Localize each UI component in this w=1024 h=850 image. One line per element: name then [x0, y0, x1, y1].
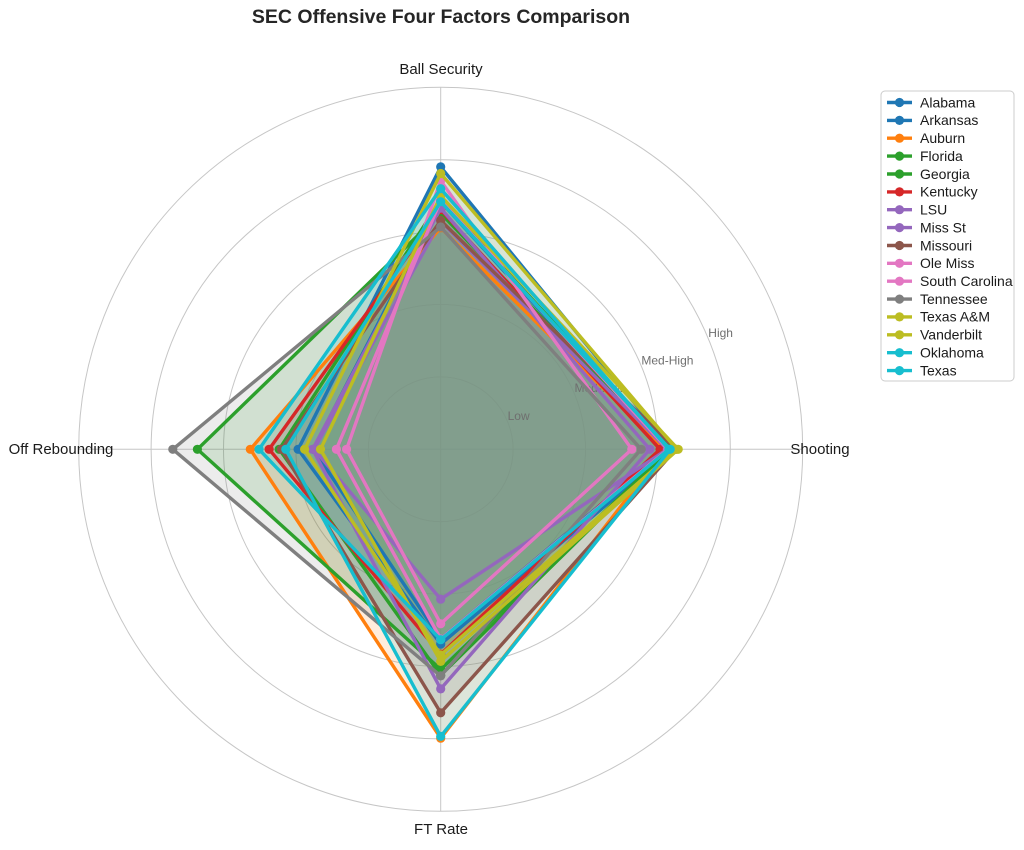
- svg-text:SEC Offensive Four Factors Com: SEC Offensive Four Factors Comparison: [252, 6, 630, 28]
- svg-text:Ball Security: Ball Security: [399, 61, 483, 78]
- svg-text:High: High: [708, 326, 733, 340]
- svg-text:Shooting: Shooting: [790, 441, 849, 458]
- svg-text:LSU: LSU: [920, 202, 947, 218]
- svg-text:Vanderbilt: Vanderbilt: [920, 327, 982, 343]
- svg-text:Off Rebounding: Off Rebounding: [9, 441, 114, 458]
- svg-text:Arkansas: Arkansas: [920, 112, 978, 128]
- svg-text:Oklahoma: Oklahoma: [920, 345, 984, 361]
- svg-text:Auburn: Auburn: [920, 130, 965, 146]
- svg-text:Alabama: Alabama: [920, 94, 975, 110]
- svg-text:FT Rate: FT Rate: [414, 821, 468, 838]
- svg-text:Missouri: Missouri: [920, 237, 972, 253]
- svg-text:Texas A&M: Texas A&M: [920, 309, 990, 325]
- svg-text:Texas: Texas: [920, 362, 957, 378]
- svg-text:Tennessee: Tennessee: [920, 291, 988, 307]
- svg-text:Kentucky: Kentucky: [920, 184, 978, 200]
- svg-text:Georgia: Georgia: [920, 166, 970, 182]
- svg-text:Med-High: Med-High: [641, 354, 693, 368]
- svg-text:Florida: Florida: [920, 148, 963, 164]
- svg-text:Miss St: Miss St: [920, 219, 966, 235]
- svg-text:South Carolina: South Carolina: [920, 273, 1013, 289]
- svg-text:Ole Miss: Ole Miss: [920, 255, 974, 271]
- svg-text:Low: Low: [508, 409, 530, 423]
